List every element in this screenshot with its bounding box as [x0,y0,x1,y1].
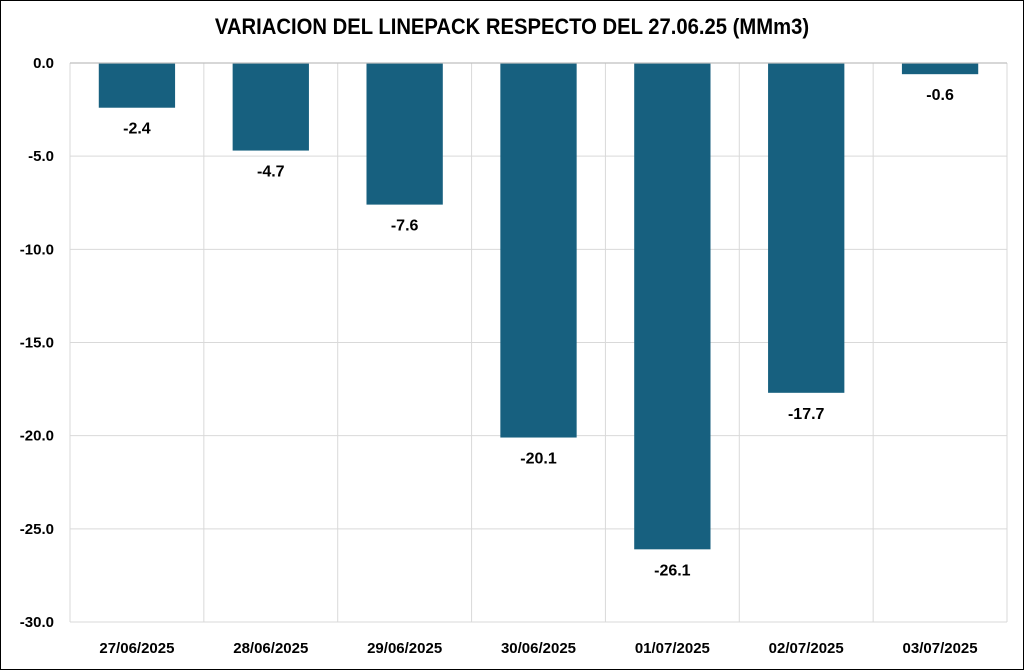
data-labels: -2.4 -4.7 -7.6 -20.1 -26.1 -17.7 -0.6 [123,87,954,579]
x-tick-label: 27/06/2025 [99,640,174,657]
chart-title: VARIACION DEL LINEPACK RESPECTO DEL 27.0… [214,14,810,39]
x-tick-label: 28/06/2025 [233,640,308,657]
y-tick-label: -30.0 [20,614,54,631]
data-label: -17.7 [788,406,825,423]
bar [768,63,845,393]
y-tick-label: -5.0 [28,148,54,165]
y-tick-label: -10.0 [20,241,54,258]
bar [98,63,176,108]
y-tick-label: -20.0 [20,428,54,445]
x-tick-label: 30/06/2025 [501,640,576,657]
y-tick-label: -25.0 [20,521,54,538]
bar [232,63,309,151]
axes: 0.0 -5.0 -10.0 -15.0 -20.0 -25.0 -30.0 27/06/20… [20,55,1007,657]
bar [366,63,443,205]
data-label: -20.1 [520,451,557,468]
data-label: -4.7 [257,164,285,181]
bar [901,63,979,75]
data-label: -2.4 [123,121,151,138]
bar [500,63,577,438]
bars [98,63,979,550]
data-label: -26.1 [654,562,691,579]
x-tick-label: 03/07/2025 [903,640,978,657]
y-tick-label: -15.0 [20,335,54,352]
bar [634,63,711,550]
x-tick-label: 01/07/2025 [635,640,710,657]
x-tick-label: 02/07/2025 [769,640,844,657]
data-label: -7.6 [391,218,419,235]
x-tick-label: 29/06/2025 [367,640,442,657]
y-tick-label: 0.0 [33,55,54,72]
data-label: -0.6 [926,87,954,104]
